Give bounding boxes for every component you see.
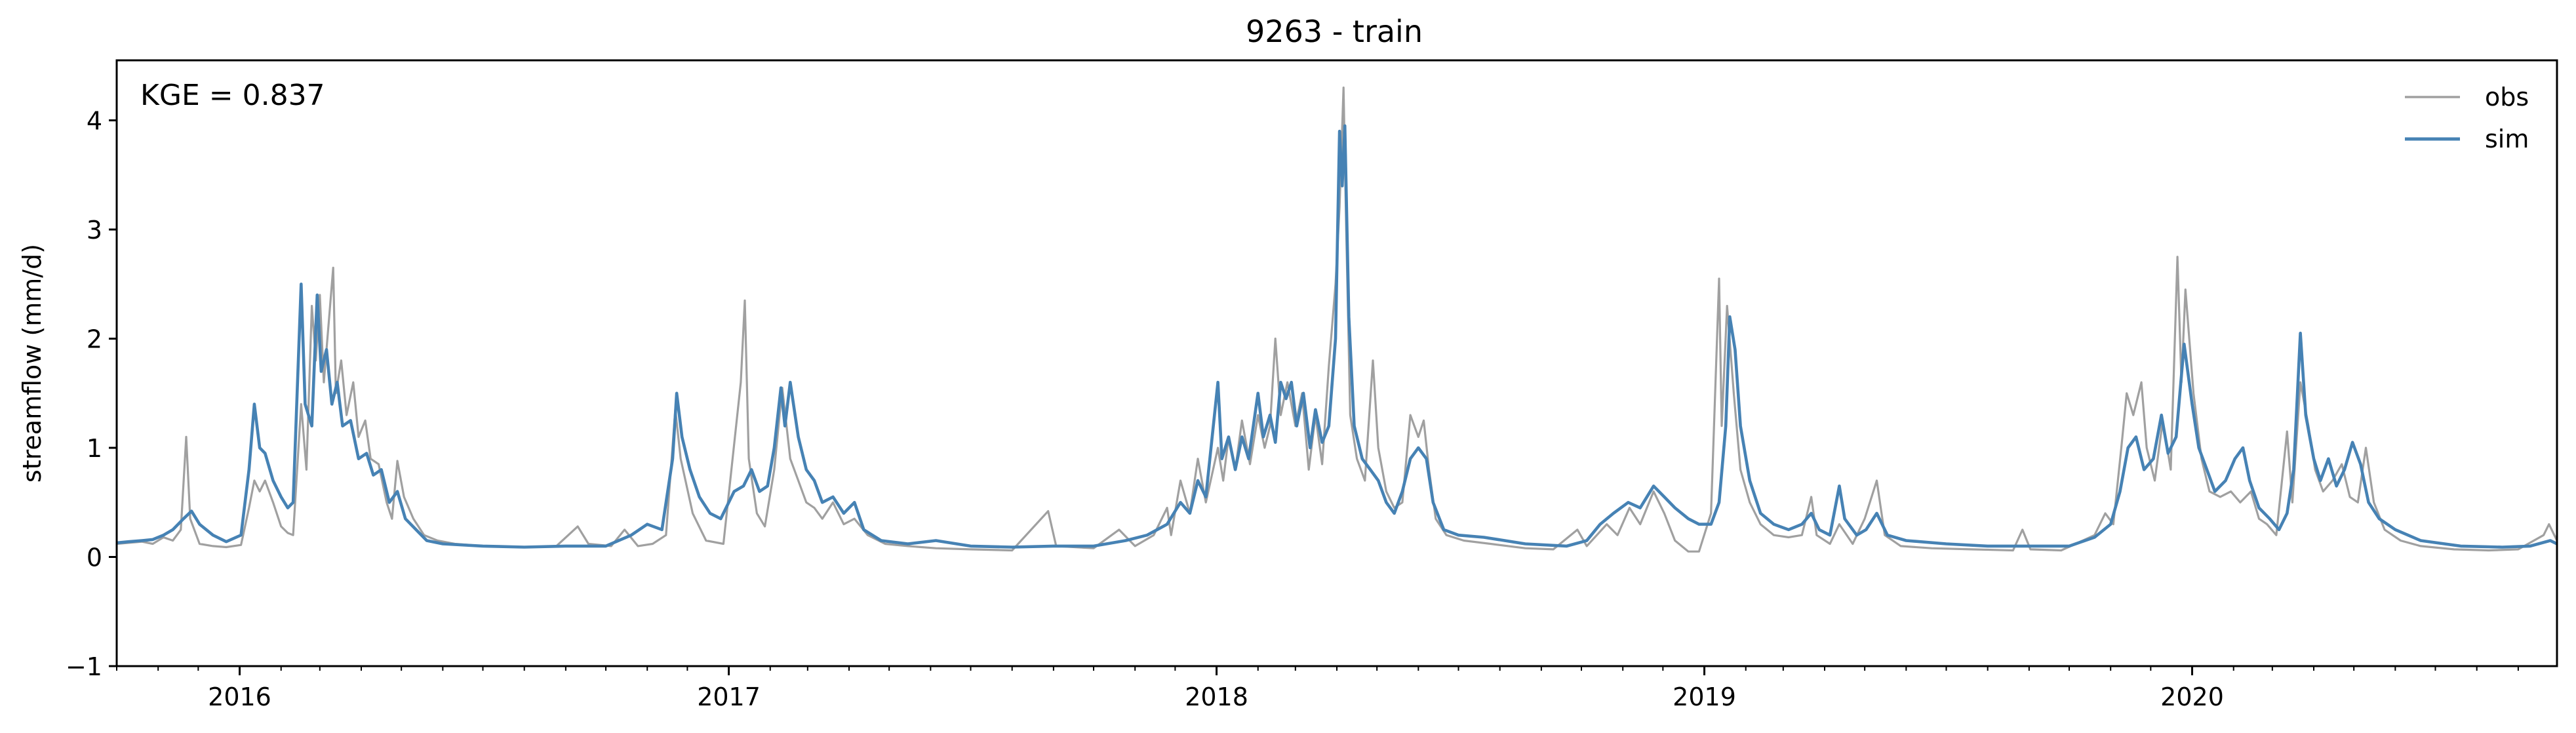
x-tick-label: 2018 — [1185, 683, 1248, 711]
plot-area: −1 0 1 2 3 4 2016 2017 2018 2019 2020 — [66, 59, 2558, 711]
kge-annotation: KGE = 0.837 — [140, 79, 325, 112]
y-axis-label: streamflow (mm/d) — [18, 244, 47, 483]
y-tick-label: 1 — [87, 434, 102, 463]
x-tick-label: 2019 — [1673, 683, 1736, 711]
legend-label-sim: sim — [2485, 125, 2529, 153]
y-tick-label: 2 — [87, 325, 102, 354]
y-tick-label: 0 — [87, 544, 102, 572]
series-layer — [117, 87, 2557, 553]
x-tick-label: 2016 — [208, 683, 271, 711]
y-tick-label: 3 — [87, 216, 102, 245]
y-tick-label: −1 — [66, 652, 102, 681]
legend-label-obs: obs — [2485, 83, 2529, 111]
legend: obs sim — [2405, 83, 2529, 153]
x-tick-label: 2020 — [2160, 683, 2224, 711]
chart-title: 9263 - train — [1246, 14, 1423, 49]
y-tick-label: 4 — [87, 107, 102, 136]
series-line-sim — [117, 124, 2557, 549]
series-line-obs — [117, 87, 2557, 553]
x-tick-label: 2017 — [697, 683, 761, 711]
x-axis: 2016 2017 2018 2019 2020 — [116, 666, 2519, 711]
y-axis: −1 0 1 2 3 4 — [66, 107, 117, 681]
